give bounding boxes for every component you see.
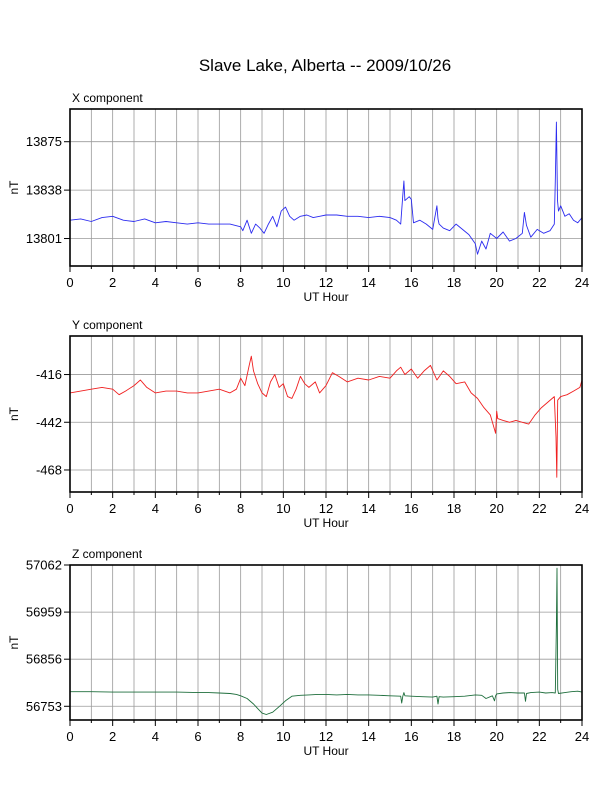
- z-y-tick-label: 57062: [26, 558, 62, 573]
- y-x-tick-label: 18: [447, 501, 461, 516]
- y-y-tick-label: -442: [36, 415, 62, 430]
- z-x-tick-label: 12: [319, 729, 333, 744]
- x-x-tick-label: 12: [319, 275, 333, 290]
- z-x-tick-label: 4: [152, 729, 159, 744]
- x-x-tick-label: 4: [152, 275, 159, 290]
- y-x-tick-label: 22: [532, 501, 546, 516]
- x-x-tick-label: 10: [276, 275, 290, 290]
- y-x-tick-label: 6: [194, 501, 201, 516]
- z-y-axis-label: nT: [7, 635, 21, 650]
- z-x-tick-label: 2: [109, 729, 116, 744]
- y-y-axis-label: nT: [7, 406, 21, 421]
- y-y-tick-label: -416: [36, 367, 62, 382]
- x-x-tick-label: 24: [575, 275, 589, 290]
- x-x-tick-label: 8: [237, 275, 244, 290]
- x-x-tick-label: 22: [532, 275, 546, 290]
- y-x-tick-label: 20: [489, 501, 503, 516]
- z-x-tick-label: 24: [575, 729, 589, 744]
- y-x-tick-label: 16: [404, 501, 418, 516]
- x-x-axis-label: UT Hour: [303, 290, 348, 304]
- z-x-tick-label: 14: [361, 729, 375, 744]
- y-x-tick-label: 2: [109, 501, 116, 516]
- z-x-tick-label: 10: [276, 729, 290, 744]
- x-x-tick-label: 6: [194, 275, 201, 290]
- y-x-tick-label: 0: [66, 501, 73, 516]
- z-x-tick-label: 0: [66, 729, 73, 744]
- x-y-tick-label: 13801: [26, 231, 62, 246]
- z-series-line: [70, 567, 583, 715]
- y-panel-title: Y component: [72, 318, 143, 332]
- z-x-axis-label: UT Hour: [303, 744, 348, 758]
- x-y-tick-label: 13875: [26, 134, 62, 149]
- z-x-tick-label: 8: [237, 729, 244, 744]
- x-series-line: [69, 121, 583, 255]
- y-x-axis-label: UT Hour: [303, 516, 348, 530]
- x-x-tick-label: 18: [447, 275, 461, 290]
- y-x-tick-label: 4: [152, 501, 159, 516]
- y-y-tick-label: -468: [36, 462, 62, 477]
- z-panel-title: Z component: [72, 547, 143, 561]
- y-x-tick-label: 24: [575, 501, 589, 516]
- x-panel-title: X component: [72, 91, 143, 105]
- x-x-tick-label: 0: [66, 275, 73, 290]
- z-y-tick-label: 56856: [26, 652, 62, 667]
- z-y-tick-label: 56959: [26, 605, 62, 620]
- x-y-axis-label: nT: [7, 180, 21, 195]
- y-x-tick-label: 10: [276, 501, 290, 516]
- z-x-tick-label: 22: [532, 729, 546, 744]
- y-x-tick-label: 8: [237, 501, 244, 516]
- z-component-panel: 0 2 4 6 8 10 12 14 16 18 20 22 245675356856569595706…: [7, 547, 589, 758]
- y-x-tick-label: 14: [361, 501, 375, 516]
- z-y-tick-label: 56753: [26, 699, 62, 714]
- z-x-tick-label: 20: [489, 729, 503, 744]
- z-x-tick-label: 18: [447, 729, 461, 744]
- x-x-tick-label: 2: [109, 275, 116, 290]
- y-x-tick-label: 12: [319, 501, 333, 516]
- x-y-tick-label: 13838: [26, 183, 62, 198]
- x-x-tick-label: 16: [404, 275, 418, 290]
- z-x-tick-label: 6: [194, 729, 201, 744]
- x-x-tick-label: 20: [489, 275, 503, 290]
- y-series-line: [69, 355, 583, 478]
- z-x-tick-label: 16: [404, 729, 418, 744]
- x-x-tick-label: 14: [361, 275, 375, 290]
- figure-title: Slave Lake, Alberta -- 2009/10/26: [198, 56, 452, 75]
